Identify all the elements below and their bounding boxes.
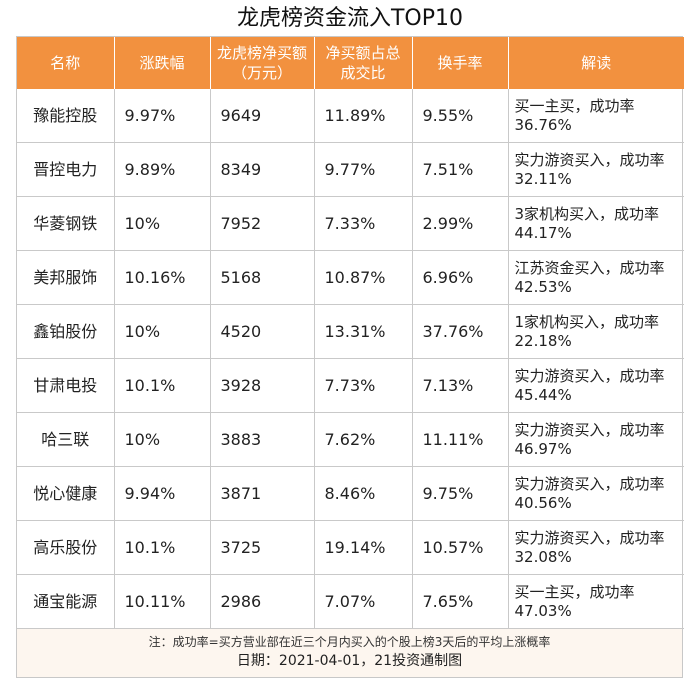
turnover-cell: 10.57% [412, 520, 509, 575]
table-row: 通宝能源 10.11% 2986 7.07% 7.65% 买一主买，成功率47.03% [17, 574, 684, 629]
column-header: 净买额占总成交比 [314, 37, 413, 89]
change-cell: 10.11% [114, 574, 211, 629]
change-cell: 9.94% [114, 466, 211, 521]
stock-name-cell: 悦心健康 [17, 466, 115, 521]
table-row: 鑫铂股份 10% 4520 13.31% 37.76% 1家机构买入，成功率22.18% [17, 304, 684, 359]
date-credit: 日期：2021-04-01，21投资通制图 [236, 653, 463, 669]
column-header: 名称 [17, 37, 115, 89]
dragon-tiger-table: 名称 涨跌幅 龙虎榜净买额（万元） 净买额占总成交比 换手率 解读 豫能控股 9.… [17, 37, 684, 629]
page-title: 龙虎榜资金流入TOP10 [236, 6, 464, 31]
turnover-cell: 9.55% [412, 89, 509, 143]
net-buy-cell: 5168 [210, 250, 315, 305]
turnover-cell: 37.76% [412, 304, 509, 359]
column-header: 换手率 [412, 37, 509, 89]
ratio-cell: 7.33% [314, 196, 413, 251]
turnover-cell: 2.99% [412, 196, 509, 251]
stock-name-cell: 美邦服饰 [17, 250, 115, 305]
ratio-cell: 8.46% [314, 466, 413, 521]
change-cell: 9.97% [114, 89, 211, 143]
column-header: 龙虎榜净买额（万元） [210, 37, 315, 89]
ratio-cell: 19.14% [314, 520, 413, 575]
stock-name-cell: 华菱钢铁 [17, 196, 115, 251]
net-buy-cell: 3725 [210, 520, 315, 575]
turnover-cell: 11.11% [412, 412, 509, 467]
interpretation-cell: 江苏资金买入，成功率42.53% [508, 250, 684, 305]
net-buy-cell: 8349 [210, 142, 315, 197]
table-footer: 注：成功率=买方营业部在近三个月内买入的个股上榜3天后的平均上涨概率 日期：20… [17, 629, 682, 677]
stock-name-cell: 通宝能源 [17, 574, 115, 629]
table-row: 高乐股份 10.1% 3725 19.14% 10.57% 实力游资买入，成功率32.08… [17, 520, 684, 575]
interpretation-cell: 实力游资买入，成功率40.56% [508, 466, 684, 521]
net-buy-cell: 7952 [210, 196, 315, 251]
ratio-cell: 11.89% [314, 89, 413, 143]
footnote: 注：成功率=买方营业部在近三个月内买入的个股上榜3天后的平均上涨概率 [148, 635, 551, 649]
change-cell: 10.1% [114, 520, 211, 575]
table-row: 悦心健康 9.94% 3871 8.46% 9.75% 实力游资买入，成功率40.56% [17, 466, 684, 521]
interpretation-cell: 1家机构买入，成功率22.18% [508, 304, 684, 359]
change-cell: 10% [114, 304, 211, 359]
interpretation-cell: 实力游资买入，成功率32.08% [508, 520, 684, 575]
stock-name-cell: 甘肃电投 [17, 358, 115, 413]
change-cell: 9.89% [114, 142, 211, 197]
net-buy-cell: 4520 [210, 304, 315, 359]
net-buy-cell: 9649 [210, 89, 315, 143]
interpretation-cell: 实力游资买入，成功率45.44% [508, 358, 684, 413]
table-row: 晋控电力 9.89% 8349 9.77% 7.51% 实力游资买入，成功率32.11% [17, 142, 684, 197]
column-header: 涨跌幅 [114, 37, 211, 89]
stock-name-cell: 高乐股份 [17, 520, 115, 575]
ratio-cell: 13.31% [314, 304, 413, 359]
stock-name-cell: 豫能控股 [17, 89, 115, 143]
ratio-cell: 7.73% [314, 358, 413, 413]
change-cell: 10.16% [114, 250, 211, 305]
ratio-cell: 7.07% [314, 574, 413, 629]
data-table-container: 名称 涨跌幅 龙虎榜净买额（万元） 净买额占总成交比 换手率 解读 豫能控股 9.… [16, 36, 684, 678]
change-cell: 10% [114, 196, 211, 251]
ratio-cell: 10.87% [314, 250, 413, 305]
table-row: 甘肃电投 10.1% 3928 7.73% 7.13% 实力游资买入，成功率45.44% [17, 358, 684, 413]
table-row: 哈三联 10% 3883 7.62% 11.11% 实力游资买入，成功率46.97% [17, 412, 684, 467]
turnover-cell: 9.75% [412, 466, 509, 521]
interpretation-cell: 买一主买，成功率36.76% [508, 89, 684, 143]
table-row: 美邦服饰 10.16% 5168 10.87% 6.96% 江苏资金买入，成功率42.53… [17, 250, 684, 305]
ratio-cell: 9.77% [314, 142, 413, 197]
turnover-cell: 7.65% [412, 574, 509, 629]
ratio-cell: 7.62% [314, 412, 413, 467]
change-cell: 10% [114, 412, 211, 467]
stock-name-cell: 鑫铂股份 [17, 304, 115, 359]
interpretation-cell: 买一主买，成功率47.03% [508, 574, 684, 629]
stock-name-cell: 哈三联 [17, 412, 115, 467]
interpretation-cell: 实力游资买入，成功率46.97% [508, 412, 684, 467]
net-buy-cell: 3871 [210, 466, 315, 521]
turnover-cell: 7.13% [412, 358, 509, 413]
table-header-row: 名称 涨跌幅 龙虎榜净买额（万元） 净买额占总成交比 换手率 解读 [17, 37, 684, 89]
net-buy-cell: 3928 [210, 358, 315, 413]
table-row: 豫能控股 9.97% 9649 11.89% 9.55% 买一主买，成功率36.76% [17, 89, 684, 143]
net-buy-cell: 3883 [210, 412, 315, 467]
change-cell: 10.1% [114, 358, 211, 413]
turnover-cell: 7.51% [412, 142, 509, 197]
interpretation-cell: 实力游资买入，成功率32.11% [508, 142, 684, 197]
table-row: 华菱钢铁 10% 7952 7.33% 2.99% 3家机构买入，成功率44.17% [17, 196, 684, 251]
stock-name-cell: 晋控电力 [17, 142, 115, 197]
column-header: 解读 [508, 37, 684, 89]
net-buy-cell: 2986 [210, 574, 315, 629]
interpretation-cell: 3家机构买入，成功率44.17% [508, 196, 684, 251]
turnover-cell: 6.96% [412, 250, 509, 305]
